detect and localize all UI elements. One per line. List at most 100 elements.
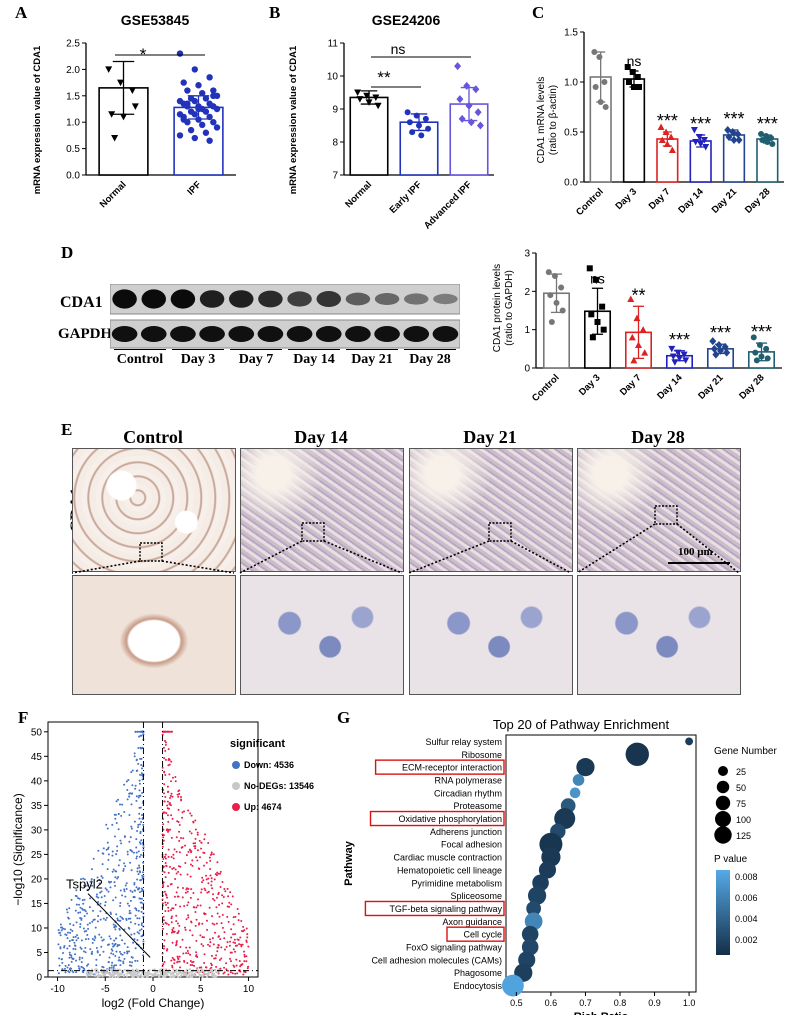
deg-point [78, 903, 81, 906]
deg-point [138, 794, 141, 797]
deg-point [119, 919, 122, 922]
deg-point [186, 961, 189, 964]
deg-point [75, 959, 78, 962]
lane-label: Control [116, 352, 164, 367]
deg-point [243, 953, 246, 956]
ihc-overview-image [577, 448, 741, 572]
deg-point [223, 966, 226, 969]
size-legend-label: 50 [736, 783, 746, 793]
data-point [676, 355, 683, 362]
deg-point [167, 730, 170, 733]
deg-point [138, 806, 141, 809]
deg-point [142, 846, 145, 849]
deg-point [134, 730, 137, 733]
deg-point [82, 902, 85, 905]
data-point [356, 96, 364, 103]
deg-point [175, 872, 178, 875]
deg-point [59, 934, 62, 937]
deg-point [135, 758, 138, 761]
deg-point [164, 795, 167, 798]
legend-title: significant [230, 738, 285, 750]
deg-point [232, 916, 235, 919]
pathway-label: TGF-beta signaling pathway [389, 904, 502, 914]
deg-point [192, 891, 195, 894]
data-point [454, 62, 462, 71]
y-tick-label: 30 [31, 825, 43, 836]
nondeg-point [105, 968, 108, 971]
deg-point [173, 959, 176, 962]
deg-point [100, 896, 103, 899]
y-tick-label: 40 [31, 776, 43, 787]
x-tick-label: Control [574, 186, 606, 218]
data-point [764, 139, 771, 145]
deg-point [77, 965, 80, 968]
deg-point [185, 854, 188, 857]
nondeg-point [154, 971, 157, 974]
panel-letter-c: C [532, 3, 545, 22]
deg-point [199, 934, 202, 937]
data-point [674, 349, 682, 357]
deg-point [164, 853, 167, 856]
deg-point [131, 784, 134, 787]
nondeg-point [94, 968, 97, 971]
x-tick-label: Day 7 [618, 372, 644, 398]
data-point [602, 104, 609, 110]
deg-point [163, 783, 166, 786]
deg-point [190, 851, 193, 854]
volcano-ylabel: −log10 (Significance) [11, 793, 25, 905]
gapdh-band [257, 326, 284, 342]
deg-point [97, 915, 100, 918]
deg-point [191, 964, 194, 967]
data-point [752, 349, 759, 356]
chart-d-ylabel: CDA1 protein levels [492, 264, 503, 352]
data-point [725, 133, 733, 141]
deg-point [84, 885, 87, 888]
deg-point [64, 964, 67, 967]
deg-point [111, 850, 114, 853]
deg-point [109, 911, 112, 914]
ihc-zoom-image [240, 575, 404, 695]
deg-point [138, 735, 141, 738]
data-point [594, 319, 601, 325]
nondeg-point [87, 974, 90, 977]
deg-point [178, 924, 181, 927]
data-point [634, 74, 641, 80]
nondeg-point [162, 975, 165, 978]
deg-point [89, 880, 92, 883]
deg-point [83, 898, 86, 901]
deg-point [206, 928, 209, 931]
deg-point [213, 957, 216, 960]
y-tick-label: 7 [332, 171, 338, 182]
deg-point [136, 830, 139, 833]
nondeg-point [159, 973, 162, 976]
deg-point [124, 884, 127, 887]
deg-point [68, 945, 71, 948]
deg-point [187, 952, 190, 955]
nondeg-point [129, 973, 132, 976]
deg-point [209, 941, 212, 944]
pathway-label: FoxO signaling pathway [406, 943, 503, 953]
deg-point [111, 854, 114, 857]
deg-point [217, 944, 220, 947]
deg-point [178, 851, 181, 854]
pathway-bubble-chart: Top 20 of Pathway Enrichment Sulfur relay… [343, 717, 777, 1015]
ihc-column-title: Control [123, 427, 183, 447]
color-legend-label: 0.006 [735, 893, 758, 903]
deg-point [178, 824, 181, 827]
pathway-label: Oxidative phosphorylation [398, 814, 502, 824]
deg-point [142, 940, 145, 943]
deg-point [225, 945, 228, 948]
panel-letter-f: F [18, 708, 29, 727]
nondeg-point [113, 972, 116, 975]
deg-point [57, 929, 60, 932]
deg-point [232, 923, 235, 926]
deg-point [113, 964, 116, 967]
deg-point [108, 966, 111, 969]
deg-point [123, 890, 126, 893]
deg-point [75, 903, 78, 906]
deg-point [172, 931, 175, 934]
nondeg-point [215, 971, 218, 974]
deg-point [162, 839, 165, 842]
deg-point [216, 912, 219, 915]
data-point [663, 140, 671, 147]
